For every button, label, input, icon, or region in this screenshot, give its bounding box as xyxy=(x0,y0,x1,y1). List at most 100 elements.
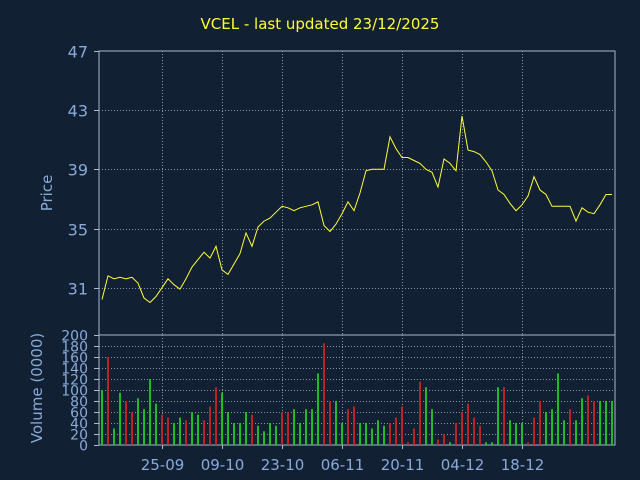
volume-bar xyxy=(251,414,253,445)
volume-bar xyxy=(569,409,571,445)
volume-bar xyxy=(137,398,139,445)
volume-bar xyxy=(467,403,469,445)
volume-bar xyxy=(443,434,445,445)
volume-bar xyxy=(227,412,229,445)
volume-bar xyxy=(239,423,241,445)
volume-tick-label: 0 xyxy=(79,439,88,455)
volume-bar xyxy=(521,423,523,445)
x-tick-label: 04-12 xyxy=(441,456,485,474)
volume-bar xyxy=(203,420,205,445)
volume-bar xyxy=(551,409,553,445)
volume-bar xyxy=(587,395,589,445)
volume-bar xyxy=(575,420,577,445)
volume-bar xyxy=(431,409,433,445)
volume-tick-label: 40 xyxy=(70,417,88,433)
x-tick-label: 20-11 xyxy=(381,456,425,474)
volume-bar xyxy=(599,401,601,445)
volume-bar xyxy=(533,417,535,445)
volume-bar xyxy=(317,373,319,445)
volume-bar xyxy=(191,412,193,445)
price-plot-frame xyxy=(98,50,616,336)
volume-bar xyxy=(545,412,547,445)
volume-tick-label: 160 xyxy=(61,351,88,367)
volume-bar xyxy=(305,409,307,445)
volume-bar xyxy=(407,442,409,445)
volume-bar xyxy=(341,423,343,445)
volume-bar xyxy=(371,428,373,445)
volume-bar xyxy=(473,417,475,445)
x-tick-label: 23-10 xyxy=(261,456,305,474)
volume-bar xyxy=(257,425,259,445)
price-axis-label: Price xyxy=(38,175,56,212)
volume-bar xyxy=(197,414,199,445)
volume-bar xyxy=(281,412,283,445)
volume-bar xyxy=(353,406,355,445)
volume-bar xyxy=(515,423,517,445)
volume-bar xyxy=(593,401,595,445)
volume-bar xyxy=(359,423,361,445)
volume-bar xyxy=(437,439,439,445)
volume-tick-label: 120 xyxy=(61,373,88,389)
volume-bar xyxy=(479,425,481,445)
volume-bar xyxy=(215,387,217,445)
volume-bar xyxy=(449,442,451,445)
x-tick-label: 09-10 xyxy=(201,456,245,474)
volume-bar xyxy=(185,420,187,445)
volume-bar xyxy=(161,414,163,445)
volume-bar xyxy=(329,401,331,445)
volume-bar xyxy=(491,442,493,445)
volume-bar xyxy=(173,423,175,445)
volume-bar xyxy=(557,373,559,445)
volume-bar xyxy=(179,417,181,445)
volume-bar xyxy=(497,387,499,445)
volume-bar xyxy=(221,392,223,445)
chart-title: VCEL - last updated 23/12/2025 xyxy=(200,15,440,33)
x-tick-label: 18-12 xyxy=(501,456,545,474)
volume-bar xyxy=(461,412,463,445)
volume-bar xyxy=(503,387,505,445)
volume-bar xyxy=(107,357,109,445)
volume-tick-label: 200 xyxy=(61,329,88,345)
volume-bar xyxy=(611,401,613,445)
volume-bar xyxy=(377,420,379,445)
volume-tick-label: 60 xyxy=(70,406,88,422)
volume-bar xyxy=(323,343,325,445)
volume-bar xyxy=(119,392,121,445)
x-tick-label: 25-09 xyxy=(141,456,185,474)
price-tick-label: 39 xyxy=(68,161,88,180)
volume-bar xyxy=(209,406,211,445)
volume-bar xyxy=(401,406,403,445)
volume-bar xyxy=(113,428,115,445)
volume-bar xyxy=(143,409,145,445)
volume-tick-label: 20 xyxy=(70,428,88,444)
volume-bar xyxy=(245,412,247,445)
volume-bar xyxy=(539,401,541,445)
volume-tick-label: 100 xyxy=(61,384,88,400)
volume-bar xyxy=(263,431,265,445)
volume-bar xyxy=(413,428,415,445)
volume-bar xyxy=(581,398,583,445)
volume-bar xyxy=(527,442,529,445)
volume-bar xyxy=(155,403,157,445)
volume-bar xyxy=(605,401,607,445)
volume-bar xyxy=(275,425,277,445)
volume-bar xyxy=(299,423,301,445)
volume-bar xyxy=(311,409,313,445)
volume-bar xyxy=(347,409,349,445)
volume-bar xyxy=(233,423,235,445)
volume-tick-label: 180 xyxy=(61,340,88,356)
volume-bar xyxy=(485,442,487,445)
volume-axis-label: Volume (0000) xyxy=(28,333,46,443)
volume-tick-label: 140 xyxy=(61,362,88,378)
volume-bar xyxy=(563,420,565,445)
volume-bar xyxy=(419,381,421,445)
volume-bar xyxy=(455,423,457,445)
price-tick-label: 31 xyxy=(68,280,88,299)
volume-bar xyxy=(425,387,427,445)
volume-bar xyxy=(335,401,337,445)
price-tick-label: 47 xyxy=(68,43,88,62)
x-tick-label: 06-11 xyxy=(321,456,365,474)
volume-bar xyxy=(167,417,169,445)
